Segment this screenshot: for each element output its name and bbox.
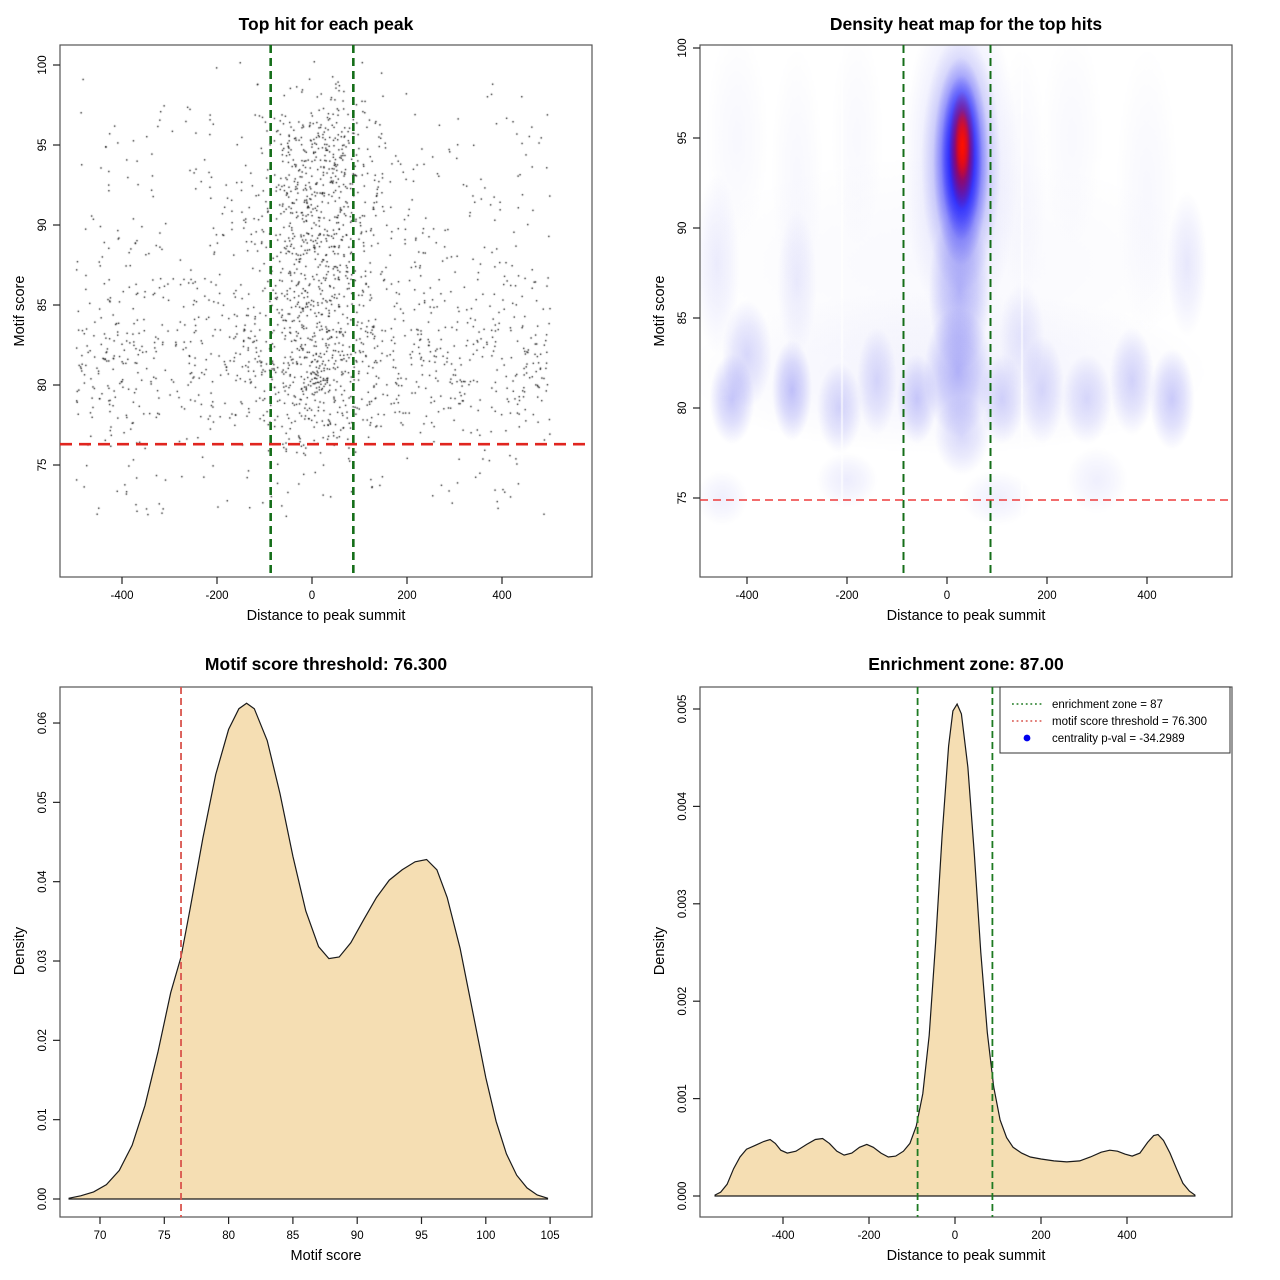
svg-text:105: 105 (541, 1230, 560, 1242)
svg-text:-200: -200 (857, 1230, 880, 1242)
svg-text:0.004: 0.004 (677, 791, 689, 820)
legend-item: motif score threshold = 76.300 (1012, 716, 1207, 728)
density-curve (714, 702, 1196, 1197)
svg-text:-400: -400 (771, 1230, 794, 1242)
svg-text:0.001: 0.001 (677, 1084, 689, 1113)
svg-text:0.02: 0.02 (37, 1029, 49, 1051)
svg-text:-200: -200 (205, 590, 228, 602)
svg-text:0.01: 0.01 (37, 1108, 49, 1130)
chart-title: Top hit for each peak (238, 14, 414, 34)
y-axis: 75 80 85 90 95 100 (677, 38, 700, 504)
svg-text:0.003: 0.003 (677, 889, 689, 918)
svg-text:85: 85 (287, 1230, 300, 1242)
svg-text:200: 200 (1031, 1230, 1050, 1242)
x-axis: 70 75 80 85 90 95 100 105 (94, 1217, 560, 1242)
svg-text:0: 0 (952, 1230, 958, 1242)
x-axis-label: Distance to peak summit (246, 608, 406, 624)
svg-text:0.04: 0.04 (37, 870, 49, 893)
panel-top-hits-scatter: Top hit for each peak -400 -200 0 200 400 75 8… (0, 0, 640, 640)
y-axis: 75 80 85 90 95 100 (37, 55, 60, 471)
score-density-svg: 70 75 80 85 90 95 100 1050.000.010.020.030.040.… (37, 686, 593, 1242)
svg-text:75: 75 (37, 459, 49, 472)
svg-text:200: 200 (397, 590, 416, 602)
svg-text:400: 400 (492, 590, 511, 602)
x-axis-label: Distance to peak summit (886, 608, 1046, 624)
svg-text:0: 0 (944, 590, 950, 602)
svg-text:0.005: 0.005 (677, 695, 689, 724)
plot-frame (59, 686, 593, 1218)
svg-text:95: 95 (415, 1230, 428, 1242)
svg-text:-400: -400 (110, 590, 133, 602)
svg-text:0.03: 0.03 (37, 950, 49, 972)
svg-text:0.000: 0.000 (677, 1182, 689, 1211)
svg-text:80: 80 (222, 1230, 235, 1242)
svg-text:400: 400 (1137, 590, 1156, 602)
legend-swatch-dot (1023, 734, 1031, 742)
x-axis-label: Distance to peak summit (886, 1248, 1046, 1264)
y-axis-label: Density (12, 926, 28, 976)
panel-density-heatmap: Density heat map for the top hits -400 -2… (640, 0, 1280, 640)
legend: enrichment zone = 87 motif score threshol… (999, 686, 1231, 754)
svg-text:-400: -400 (735, 590, 758, 602)
y-axis-label: Motif score (652, 275, 668, 347)
svg-text:90: 90 (351, 1230, 364, 1242)
y-axis: 0.00 0.01 0.02 0.03 0.04 0.05 0.06 (37, 712, 60, 1210)
svg-text:centrality p-val = -34.2989: centrality p-val = -34.2989 (1052, 733, 1185, 745)
svg-text:0.06: 0.06 (37, 712, 49, 734)
svg-text:400: 400 (1117, 1230, 1136, 1242)
svg-text:100: 100 (677, 38, 689, 57)
svg-text:95: 95 (37, 139, 49, 152)
y-axis-label: Motif score (12, 275, 28, 347)
svg-text:80: 80 (677, 402, 689, 415)
distance-density-svg: -400 -200 0 200 400 0.000 0.001 0.002 0.003 0.004… (677, 686, 1233, 1242)
panel-motif-score-density: 70 75 80 85 90 95 100 105 0.00 0.01 0.02 0.03 0.04 0.… (0, 640, 640, 1280)
svg-text:0: 0 (309, 590, 315, 602)
svg-text:80: 80 (37, 379, 49, 392)
panel-distance-density: -400 -200 0 200 400 0.000 0.001 0.002 0.003 0.004… (640, 640, 1280, 1280)
svg-text:85: 85 (37, 299, 49, 312)
plot-frame (699, 686, 1233, 1218)
chart-title: Density heat map for the top hits (829, 14, 1103, 34)
svg-text:90: 90 (677, 222, 689, 235)
svg-text:75: 75 (158, 1230, 171, 1242)
svg-text:enrichment zone = 87: enrichment zone = 87 (1052, 699, 1163, 711)
x-axis: -400 -200 0 200 400 (735, 577, 1157, 602)
svg-text:95: 95 (677, 132, 689, 145)
svg-text:90: 90 (37, 219, 49, 232)
density-curve (68, 702, 549, 1200)
y-axis-label: Density (652, 926, 668, 976)
chart-title: Enrichment zone: 87.00 (868, 654, 1064, 674)
x-axis-label: Motif score (290, 1248, 362, 1264)
y-axis: 0.000 0.001 0.002 0.003 0.004 0.005 (677, 695, 700, 1211)
svg-text:200: 200 (1037, 590, 1056, 602)
heatmap-canvas (700, 45, 1232, 577)
svg-text:0.00: 0.00 (37, 1188, 49, 1210)
svg-text:100: 100 (476, 1230, 495, 1242)
legend-item: enrichment zone = 87 (1012, 699, 1163, 711)
svg-text:0.05: 0.05 (37, 791, 49, 813)
svg-text:motif score threshold = 76.300: motif score threshold = 76.300 (1052, 716, 1207, 728)
scatter-points-canvas (60, 45, 592, 577)
svg-text:85: 85 (677, 312, 689, 325)
svg-text:-200: -200 (835, 590, 858, 602)
svg-text:75: 75 (677, 492, 689, 505)
chart-title: Motif score threshold: 76.300 (204, 654, 448, 674)
svg-text:100: 100 (37, 55, 49, 74)
legend-item: centrality p-val = -34.2989 (1023, 733, 1185, 745)
x-axis: -400 -200 0 200 400 (110, 577, 512, 602)
x-axis: -400 -200 0 200 400 (771, 1217, 1137, 1242)
svg-text:70: 70 (94, 1230, 107, 1242)
svg-text:0.002: 0.002 (677, 987, 689, 1016)
